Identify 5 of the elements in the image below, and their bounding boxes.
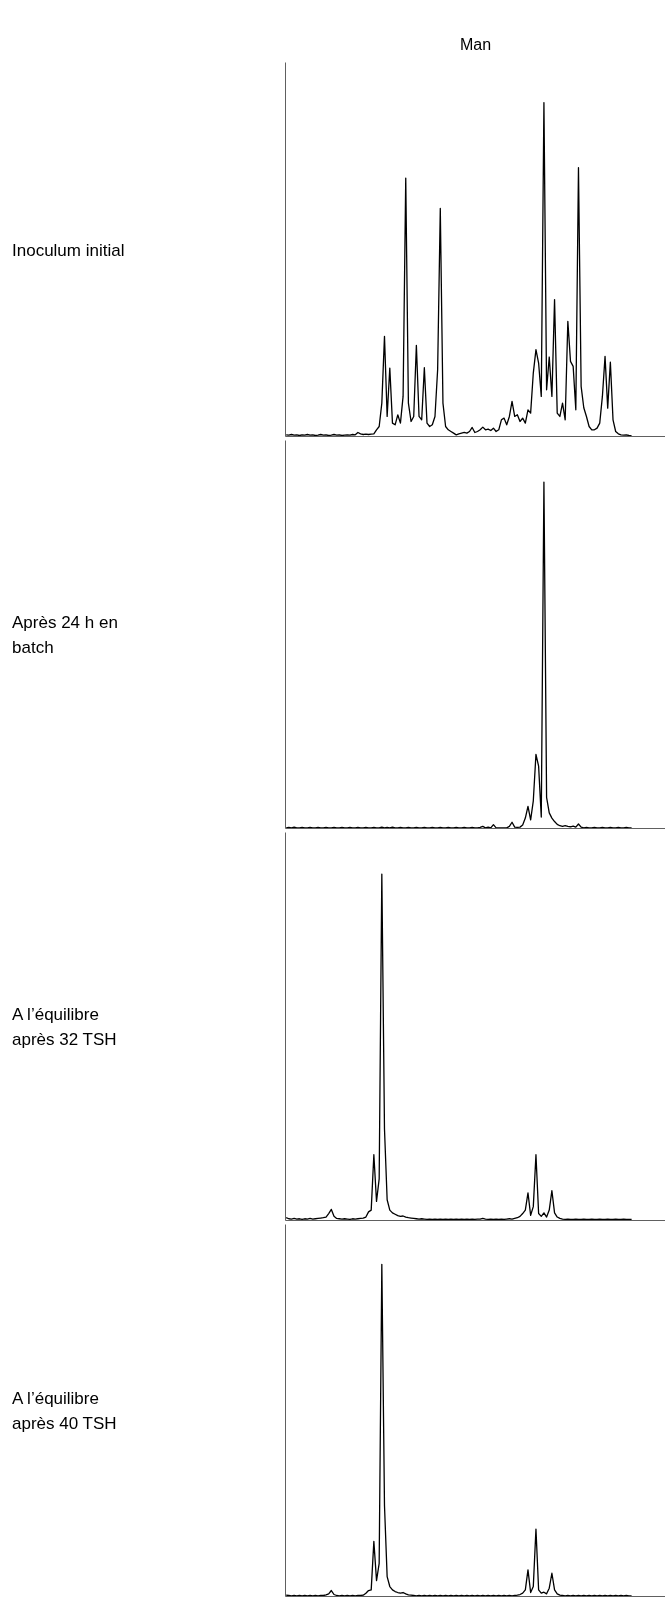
y-axis-title: Après 24 h en batch (12, 612, 118, 659)
y-axis-title: Inoculum initial (12, 239, 125, 262)
y-axis-title: A l’équilibre après 32 TSH (12, 1004, 117, 1051)
y-axis-title: A l’équilibre après 40 TSH (12, 1388, 117, 1435)
chart-title: Man (459, 35, 492, 53)
